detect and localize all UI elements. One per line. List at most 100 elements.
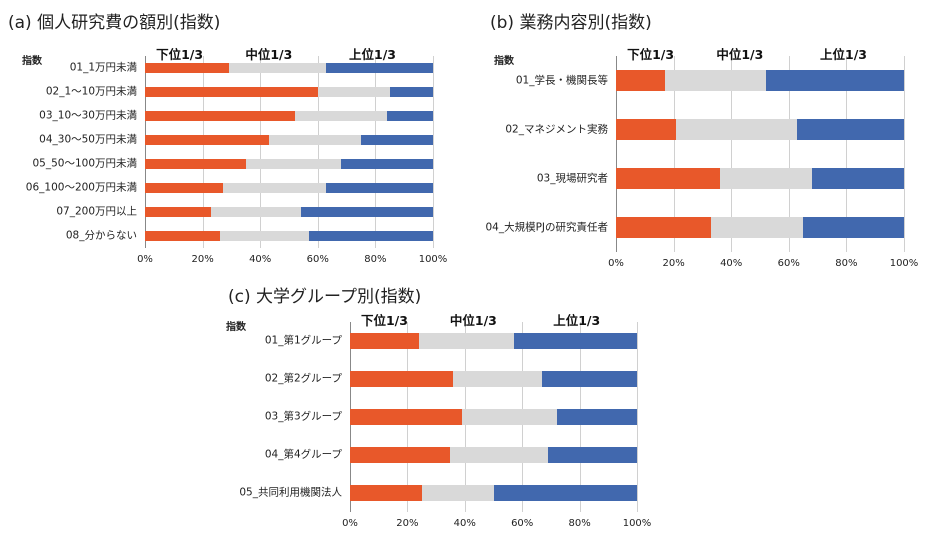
- bar-segment: [711, 216, 804, 239]
- x-tick-label: 0%: [608, 258, 624, 269]
- bar-segment: [350, 408, 462, 426]
- grid-line: [375, 56, 377, 248]
- y-tick-label: 06_100～200万円未満: [25, 181, 137, 194]
- chart-title: (a) 個人研究費の額別(指数): [8, 13, 221, 33]
- x-tick-label: 40%: [720, 258, 743, 269]
- grid-line: [846, 56, 848, 252]
- y-tick-label: 03_10～30万円未満: [39, 109, 137, 122]
- legend-entry: 中位1/3: [245, 47, 293, 62]
- y-tick-label: 03_現場研究者: [536, 172, 608, 184]
- x-tick-label: 60%: [777, 258, 800, 269]
- legend-entry: 中位1/3: [716, 47, 764, 62]
- y-axis-label: 指数: [494, 56, 514, 67]
- x-tick-label: 40%: [453, 518, 476, 529]
- grid-line: [616, 56, 617, 252]
- bar-segment: [145, 86, 318, 98]
- y-tick-label: 08_分からない: [65, 229, 137, 242]
- bar-segment: [309, 230, 433, 242]
- bar-segment: [145, 182, 223, 194]
- bar-segment: [145, 62, 229, 74]
- x-tick-label: 0%: [137, 254, 153, 265]
- bar-segment: [145, 110, 295, 122]
- bar-segment: [421, 484, 494, 502]
- y-tick-label: 01_学長・機関長等: [515, 74, 608, 86]
- y-tick-label: 04_大規模PJの研究責任者: [485, 221, 608, 233]
- bar-segment: [145, 158, 246, 170]
- bar-segment: [556, 408, 637, 426]
- grid-line: [673, 56, 675, 252]
- bar-segment: [493, 484, 637, 502]
- y-tick-label: 02_1～10万円未満: [45, 85, 137, 98]
- bar-segment: [317, 86, 390, 98]
- bar-segment: [616, 216, 712, 239]
- x-tick-label: 60%: [306, 254, 329, 265]
- bar-segment: [245, 158, 341, 170]
- legend-entry: 上位1/3: [349, 47, 396, 62]
- bar-segment: [145, 134, 269, 146]
- bar-segment: [765, 69, 904, 92]
- bar-segment: [803, 216, 904, 239]
- bar-segment: [542, 370, 637, 388]
- bar-segment: [145, 206, 212, 218]
- bar-segment: [676, 118, 798, 141]
- bar-segment: [386, 110, 433, 122]
- legend-entry: 上位1/3: [820, 47, 867, 62]
- bar-segment: [228, 62, 327, 74]
- bar-segment: [389, 86, 433, 98]
- grid-line: [731, 56, 733, 252]
- x-tick-label: 40%: [249, 254, 272, 265]
- grid-line: [145, 56, 146, 248]
- bar-segment: [222, 182, 327, 194]
- y-tick-label: 02_マネジメント実務: [505, 123, 608, 135]
- y-tick-label: 04_第4グループ: [264, 448, 342, 461]
- bar-segment: [326, 62, 433, 74]
- bar-segment: [616, 118, 677, 141]
- legend-entry: 下位1/3: [627, 47, 675, 62]
- bar-segment: [418, 332, 514, 350]
- bar-segment: [361, 134, 433, 146]
- x-tick-label: 20%: [191, 254, 214, 265]
- legend-entry: 上位1/3: [553, 313, 601, 328]
- y-tick-label: 04_30～50万円未満: [39, 133, 137, 146]
- bar-segment: [145, 230, 220, 242]
- x-tick-label: 100%: [889, 258, 919, 269]
- x-tick-label: 20%: [396, 518, 419, 529]
- x-tick-label: 80%: [364, 254, 387, 265]
- y-tick-label: 01_第1グループ: [264, 334, 342, 347]
- grid-line: [317, 56, 319, 248]
- bar-segment: [664, 69, 766, 92]
- legend-entry: 中位1/3: [449, 313, 497, 328]
- bar-segment: [350, 484, 422, 502]
- y-axis-label: 指数: [22, 56, 42, 67]
- bar-segment: [616, 69, 665, 92]
- chart-title: (b) 業務内容別(指数): [490, 13, 652, 33]
- x-tick-label: 0%: [342, 518, 358, 529]
- legend-entry: 下位1/3: [360, 313, 408, 328]
- y-tick-label: 02_第2グループ: [264, 372, 342, 385]
- x-tick-label: 100%: [418, 254, 448, 265]
- y-tick-label: 03_第3グループ: [264, 410, 342, 423]
- x-tick-label: 100%: [622, 518, 652, 529]
- bar-segment: [719, 167, 812, 190]
- bar-segment: [453, 370, 543, 388]
- grid-line: [637, 322, 638, 512]
- y-tick-label: 05_共同利用機関法人: [239, 486, 342, 499]
- chart-title: (c) 大学グループ別(指数): [228, 287, 422, 307]
- bar-segment: [811, 167, 904, 190]
- bar-segment: [350, 332, 419, 350]
- grid-line: [260, 56, 262, 248]
- bar-segment: [513, 332, 637, 350]
- bar-segment: [219, 230, 310, 242]
- bar-segment: [461, 408, 557, 426]
- y-tick-label: 07_200万円以上: [56, 205, 137, 218]
- y-tick-label: 01_1万円未満: [69, 61, 137, 74]
- grid-line: [202, 56, 204, 248]
- x-tick-label: 60%: [511, 518, 534, 529]
- bar-segment: [300, 206, 433, 218]
- bar-segment: [350, 370, 454, 388]
- grid-line: [904, 56, 905, 252]
- legend-entry: 下位1/3: [156, 47, 204, 62]
- bar-segment: [616, 167, 720, 190]
- x-tick-label: 20%: [662, 258, 685, 269]
